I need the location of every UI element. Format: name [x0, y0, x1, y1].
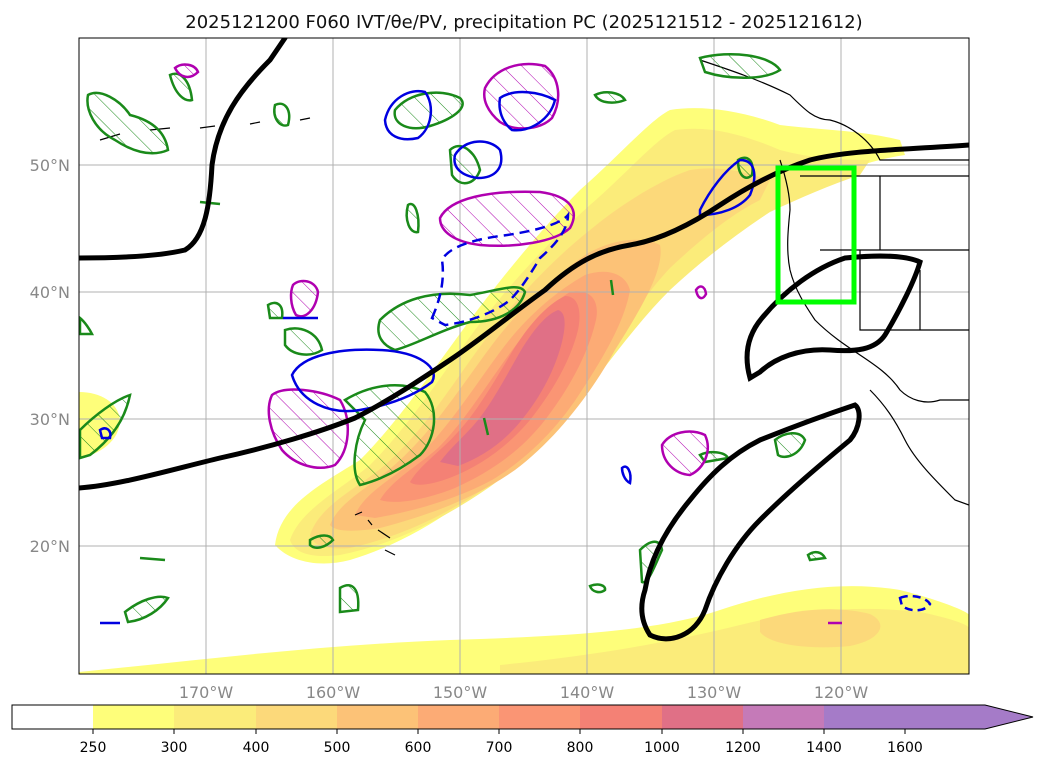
theta-e-contour	[660, 430, 709, 477]
lat-label: 30°N	[30, 410, 70, 429]
colorbar-label: 500	[324, 740, 351, 756]
colorbar-swatch	[662, 705, 743, 729]
pv-contour	[698, 52, 782, 80]
lon-label: 140°W	[560, 683, 615, 702]
colorbar-label: 250	[80, 740, 107, 756]
colorbar-label: 1000	[644, 740, 680, 756]
colorbar-swatch	[499, 705, 580, 729]
lon-label: 130°W	[687, 683, 742, 702]
colorbar-swatch	[174, 705, 256, 729]
theta-e-contour	[438, 190, 575, 247]
lon-label: 160°W	[306, 683, 361, 702]
theta-e-contour	[483, 62, 560, 130]
pv-contour	[273, 102, 291, 127]
isentrope-north	[79, 38, 288, 261]
colorbar-label: 300	[161, 740, 188, 756]
ivt-shading	[79, 108, 969, 674]
lon-label: 170°W	[179, 683, 234, 702]
colorbar-extend-arrow	[905, 705, 1033, 729]
lat-label: 50°N	[30, 156, 70, 175]
pv-low-contour	[98, 427, 112, 440]
theta-e-contour	[173, 63, 200, 79]
mexico-coast	[869, 389, 969, 506]
lat-label: 40°N	[30, 283, 70, 302]
pv-contour	[283, 327, 324, 356]
analysis-box	[775, 165, 857, 305]
colorbar-label: 1600	[887, 740, 923, 756]
pv-low-contour	[898, 594, 932, 612]
pv-low-contour	[698, 158, 756, 217]
pv-contour	[609, 279, 615, 296]
colorbar-swatch	[337, 705, 418, 729]
pv-low-contour	[620, 465, 632, 485]
pv-contours	[79, 52, 827, 624]
longitude-labels: 170°W 160°W 150°W 140°W 130°W 120°W	[179, 683, 869, 702]
pv-contour	[79, 393, 132, 460]
colorbar-ticks	[92, 729, 906, 734]
ivt-level-400-south	[760, 609, 881, 648]
colorbar-label: 800	[567, 740, 594, 756]
pv-contour	[593, 91, 627, 104]
colorbar-swatch	[12, 705, 93, 729]
colorbar-swatch	[824, 705, 905, 729]
pv-contour	[588, 583, 607, 594]
pv-contour	[405, 202, 420, 234]
us-border	[800, 175, 969, 331]
pv-contour	[393, 91, 464, 130]
lon-label: 120°W	[814, 683, 869, 702]
pv-contour	[448, 144, 482, 185]
pv-contour	[123, 595, 170, 624]
colorbar-label: 400	[243, 740, 270, 756]
colorbar: 250 300 400 500 600 700 800 1000 1200 14…	[11, 704, 1034, 756]
ivt-level-1000	[440, 310, 565, 466]
colorbar-swatch	[418, 705, 499, 729]
hawaii-islands	[354, 511, 396, 556]
pv-low-contours	[98, 89, 932, 625]
colorbar-swatch	[580, 705, 662, 729]
pv-low-contour	[383, 89, 433, 141]
map-frame	[78, 37, 970, 675]
lat-label: 20°N	[30, 537, 70, 556]
map-title: 2025121200 F060 IVT/θe/PV, precipitation…	[185, 12, 862, 33]
pv-contour	[79, 315, 95, 336]
pv-low-contour	[498, 90, 557, 132]
colorbar-label: 1400	[806, 740, 842, 756]
latitude-labels: 50°N 40°N 30°N 20°N	[30, 156, 70, 556]
pv-low-contour	[453, 140, 503, 180]
pv-low-contour	[290, 348, 435, 413]
isentrope-loop-south	[639, 402, 862, 642]
theta-e-contour	[694, 285, 708, 300]
pv-contour	[482, 417, 490, 436]
colorbar-swatches	[12, 705, 1033, 729]
pv-contour	[86, 91, 170, 155]
lon-label: 150°W	[433, 683, 488, 702]
colorbar-swatch	[256, 705, 337, 729]
pv-contour	[773, 432, 807, 459]
colorbar-swatch	[743, 705, 824, 729]
colorbar-label: 1200	[725, 740, 761, 756]
colorbar-label: 700	[486, 740, 513, 756]
colorbar-swatch	[93, 705, 174, 729]
pv-contour	[308, 534, 335, 549]
colorbar-label: 600	[405, 740, 432, 756]
theta-e-contour	[289, 279, 320, 318]
colorbar-outline	[11, 704, 1034, 730]
pv-contour	[139, 556, 166, 562]
pv-low-contour	[430, 211, 570, 327]
pv-contour	[806, 550, 827, 562]
colorbar-labels: 250 300 400 500 600 700 800 1000 1200 14…	[80, 740, 923, 756]
pv-contour	[266, 301, 284, 320]
map-panel	[79, 38, 969, 674]
isentrope-loop-east	[744, 253, 923, 382]
pv-contour	[338, 584, 360, 614]
